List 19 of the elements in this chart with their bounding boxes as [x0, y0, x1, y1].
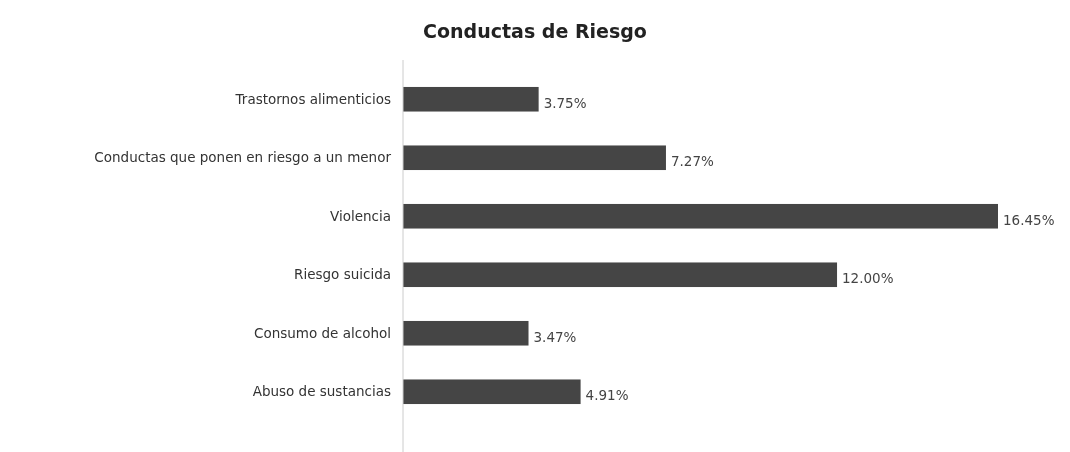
bar [403, 203, 998, 229]
bar [403, 86, 539, 112]
data-label: 12.00% [842, 270, 894, 287]
data-label: 16.45% [1003, 211, 1055, 228]
chart-title: Conductas de Riesgo [423, 20, 647, 42]
y-tick-label: Violencia [329, 207, 391, 224]
data-label: 4.91% [585, 387, 629, 404]
y-tick-label: Consumo de alcohol [254, 324, 391, 341]
bar [403, 262, 838, 288]
data-label: 3.47% [533, 328, 577, 345]
data-label: 3.75% [543, 94, 587, 111]
bar [403, 379, 581, 405]
data-label: 7.27% [670, 153, 715, 170]
y-tick-label: Riesgo suicida [294, 266, 391, 283]
y-tick-label: Conductas que ponen en riesgo a un menor [94, 149, 392, 166]
y-tick-label: Abuso de sustancias [252, 383, 391, 400]
bar [403, 145, 666, 171]
bar [403, 320, 529, 346]
y-tick-label: Trastornos alimenticios [234, 90, 391, 107]
